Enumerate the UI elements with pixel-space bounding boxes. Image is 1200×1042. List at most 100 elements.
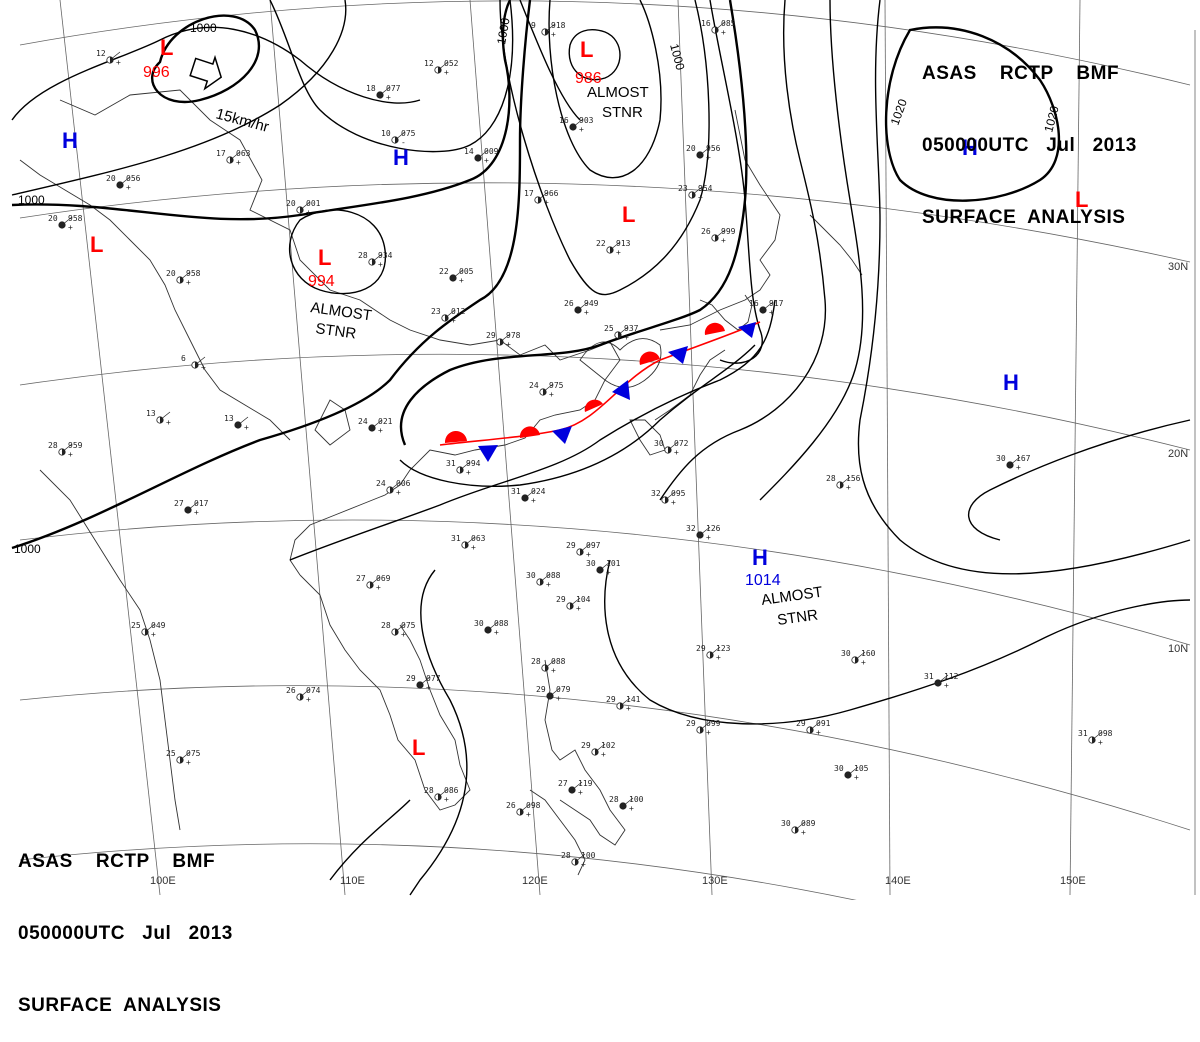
wind-barb — [574, 853, 586, 863]
wind-barb — [464, 536, 476, 546]
station-temperature: 31 — [451, 534, 461, 543]
wind-barb — [839, 476, 851, 486]
lon-label-120e: 120E — [522, 875, 548, 887]
warm-front-marker — [519, 426, 540, 438]
station-tendency: + — [551, 666, 556, 675]
station-pressure: 079 — [556, 685, 571, 694]
station-pressure: 903 — [579, 116, 594, 125]
isobar — [399, 344, 756, 487]
station-tendency: + — [578, 788, 583, 797]
station-tendency: + — [68, 450, 73, 459]
wind-barb — [394, 131, 406, 141]
station-plot: 20 958+ — [166, 269, 201, 287]
station-pressure: 001 — [306, 199, 321, 208]
station-plot: 26 999+ — [701, 227, 736, 245]
low-symbol: L — [412, 735, 425, 760]
station-plot: 29 097+ — [566, 541, 601, 559]
station-plot: 24 021+ — [358, 417, 393, 435]
station-plot: 22 913+ — [596, 239, 631, 257]
low-symbol: L — [1075, 187, 1088, 212]
station-temperature: 23 — [431, 307, 441, 316]
wind-barb — [499, 333, 511, 343]
almost-label: ALMOST — [587, 84, 649, 101]
wind-barb — [194, 356, 206, 366]
station-tendency: + — [861, 658, 866, 667]
latitude-labels: 30N 20N 10N — [1168, 261, 1188, 655]
station-pressure: 126 — [706, 524, 721, 533]
station-plot: 31 024+ — [511, 487, 546, 505]
station-plot: 12 + — [96, 49, 121, 67]
station-pressure: 099 — [706, 719, 721, 728]
station-temperature: 31 — [446, 459, 456, 468]
station-temperature: 26 — [286, 686, 296, 695]
station-tendency: + — [386, 93, 391, 102]
wind-barb — [524, 489, 536, 499]
isobar — [399, 0, 748, 446]
high-symbol: H — [393, 145, 409, 170]
station-pressure: 160 — [861, 649, 876, 658]
station-tendency: + — [306, 208, 311, 217]
longitude-lines — [59, 0, 1196, 896]
wind-barb — [437, 788, 449, 798]
station-pressure: 074 — [306, 686, 321, 695]
station-temperature: 29 — [406, 674, 416, 683]
wind-barb — [119, 176, 131, 186]
cold-front-marker — [552, 426, 572, 444]
station-pressure: 075 — [186, 749, 201, 758]
station-tendency: + — [494, 628, 499, 637]
station-plot: 24 006+ — [376, 479, 411, 497]
station-tendency: + — [376, 583, 381, 592]
station-pressure: 104 — [576, 595, 591, 604]
station-temperature: 32 — [686, 524, 696, 533]
header-line-2: 050000UTC Jul 2013 — [18, 923, 233, 944]
station-plot: 25 937+ — [604, 324, 639, 342]
lon-label-130e: 130E — [702, 875, 728, 887]
station-plot: 13 + — [146, 409, 171, 427]
station-pressure: 141 — [626, 695, 641, 704]
station-plot: 27 069+ — [356, 574, 391, 592]
station-temperature: 26 — [506, 801, 516, 810]
station-tendency: + — [581, 860, 586, 869]
station-plot: 20 001+ — [286, 199, 321, 217]
station-tendency: + — [586, 550, 591, 559]
wind-barb — [394, 623, 406, 633]
isobar — [548, 0, 662, 179]
wind-barb — [444, 309, 456, 319]
isobar — [884, 26, 1061, 202]
wind-barb — [477, 149, 489, 159]
station-pressure: 072 — [674, 439, 689, 448]
station-tendency: + — [674, 448, 679, 457]
wind-barb — [667, 441, 679, 451]
isobar-label: 1000 — [667, 42, 688, 72]
station-temperature: 30 — [781, 819, 791, 828]
station-temperature: 29 — [566, 541, 576, 550]
wind-barb — [1091, 731, 1103, 741]
wind-barb — [609, 241, 621, 251]
station-plot: 12 052+ — [424, 59, 459, 77]
station-plot: 16 085+ — [701, 19, 736, 37]
station-temperature: 31 — [511, 487, 521, 496]
station-temperature: 30 — [996, 454, 1006, 463]
station-plot: 30 088+ — [474, 619, 509, 637]
station-temperature: 31 — [924, 672, 934, 681]
station-pressure: 063 — [471, 534, 486, 543]
longitude-labels: 100E 110E 120E 130E 140E 150E — [150, 875, 1086, 887]
low-symbol: L — [580, 37, 593, 62]
station-plot: 30 160+ — [841, 649, 876, 667]
station-tendency: + — [801, 828, 806, 837]
station-plot: 30 072+ — [654, 439, 689, 457]
cold-front-marker — [612, 380, 630, 400]
wind-barb — [599, 561, 611, 571]
low-pressure-value: 994 — [308, 273, 335, 290]
station-temperature: 6 — [181, 354, 186, 363]
station-tendency: + — [506, 340, 511, 349]
wind-barb — [544, 659, 556, 669]
station-tendency: + — [531, 496, 536, 505]
stnr-label: STNR — [602, 104, 643, 121]
station-pressure: 994 — [466, 459, 481, 468]
wind-barb — [699, 721, 711, 731]
station-plot: 25 049+ — [131, 621, 166, 639]
station-tendency: + — [624, 333, 629, 342]
station-temperature: 26 — [701, 227, 711, 236]
station-plot: 29 079+ — [536, 685, 571, 703]
